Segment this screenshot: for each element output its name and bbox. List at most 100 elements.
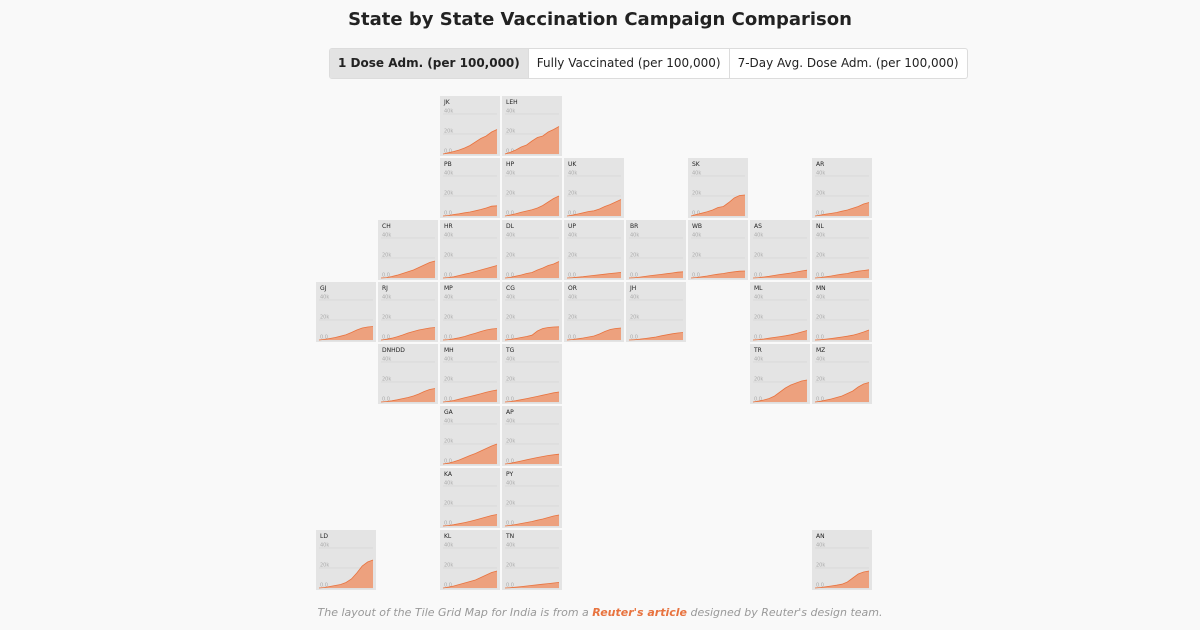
tab-fully-vaccinated[interactable]: Fully Vaccinated (per 100,000) (529, 49, 730, 78)
reuters-article-link[interactable]: Reuter's article (592, 606, 688, 619)
y-tick-label: 0.0 (754, 273, 762, 279)
state-tile-kl[interactable]: 40k 20k 0.0 KL (440, 530, 500, 590)
y-tick-label: 0.0 (816, 211, 824, 217)
tab-one-dose[interactable]: 1 Dose Adm. (per 100,000) (330, 49, 529, 78)
area-series-line (442, 205, 498, 217)
state-tile-or[interactable]: 40k 20k 0.0 OR (564, 282, 624, 342)
state-tile-uk[interactable]: 40k 20k 0.0 UK (564, 158, 624, 218)
state-tile-ga[interactable]: 40k 20k 0.0 GA (440, 406, 500, 466)
area-series-line (504, 391, 560, 403)
tile-chart: 40k 20k 0.0 (442, 295, 498, 341)
tab-seven-day-avg[interactable]: 7-Day Avg. Dose Adm. (per 100,000) (737, 56, 959, 70)
y-tick-label: 20k (444, 439, 453, 445)
state-tile-jk[interactable]: 40k 20k 0.0 JK (440, 96, 500, 156)
state-tile-mp[interactable]: 40k 20k 0.0 MP (440, 282, 500, 342)
y-tick-label: 40k (506, 109, 515, 115)
state-tile-dnhdd[interactable]: 40k 20k 0.0 DNHDD (378, 344, 438, 404)
area-series-line (504, 453, 560, 465)
y-tick-label: 0.0 (754, 335, 762, 341)
state-tile-ap[interactable]: 40k 20k 0.0 AP (502, 406, 562, 466)
state-code-label: JH (630, 285, 637, 292)
y-tick-label: 0.0 (506, 521, 514, 527)
y-tick-label: 40k (444, 419, 453, 425)
area-series-line (752, 269, 808, 279)
tile-chart: 40k 20k 0.0 (504, 171, 560, 217)
y-tick-label: 40k (630, 233, 639, 239)
area-series (505, 582, 559, 588)
y-tick-label: 40k (382, 357, 391, 363)
state-tile-as[interactable]: 40k 20k 0.0 AS (750, 220, 810, 280)
area-series-line (814, 269, 870, 279)
y-tick-label: 40k (816, 543, 825, 549)
state-tile-mh[interactable]: 40k 20k 0.0 MH (440, 344, 500, 404)
footer-text-pre: The layout of the Tile Grid Map for Indi… (317, 606, 593, 619)
state-tile-ld[interactable]: 40k 20k 0.0 LD (316, 530, 376, 590)
state-code-label: MN (816, 285, 826, 292)
state-tile-mn[interactable]: 40k 20k 0.0 MN (812, 282, 872, 342)
state-tile-ch[interactable]: 40k 20k 0.0 CH (378, 220, 438, 280)
state-tile-br[interactable]: 40k 20k 0.0 BR (626, 220, 686, 280)
state-tile-up[interactable]: 40k 20k 0.0 UP (564, 220, 624, 280)
area-series-line (504, 582, 560, 589)
y-tick-label: 20k (506, 563, 515, 569)
state-code-label: GA (444, 409, 453, 416)
area-series (443, 205, 497, 216)
y-tick-label: 20k (320, 563, 329, 569)
state-tile-ka[interactable]: 40k 20k 0.0 KA (440, 468, 500, 528)
state-tile-sk[interactable]: 40k 20k 0.0 SK (688, 158, 748, 218)
state-tile-cg[interactable]: 40k 20k 0.0 CG (502, 282, 562, 342)
state-tile-nl[interactable]: 40k 20k 0.0 NL (812, 220, 872, 280)
area-series-line (628, 271, 684, 279)
y-tick-label: 0.0 (568, 335, 576, 341)
state-tile-wb[interactable]: 40k 20k 0.0 WB (688, 220, 748, 280)
state-tile-ml[interactable]: 40k 20k 0.0 ML (750, 282, 810, 342)
area-series (443, 265, 497, 278)
y-tick-label: 20k (816, 315, 825, 321)
state-code-label: MP (444, 285, 453, 292)
y-tick-label: 20k (444, 563, 453, 569)
y-tick-label: 20k (568, 253, 577, 259)
y-tick-label: 20k (816, 377, 825, 383)
tile-chart: 40k 20k 0.0 (504, 481, 560, 527)
state-tile-mz[interactable]: 40k 20k 0.0 MZ (812, 344, 872, 404)
area-series (815, 571, 869, 588)
state-tile-ar[interactable]: 40k 20k 0.0 AR (812, 158, 872, 218)
y-tick-label: 40k (816, 233, 825, 239)
state-tile-dl[interactable]: 40k 20k 0.0 DL (502, 220, 562, 280)
area-series (815, 330, 869, 340)
area-series-line (504, 326, 560, 341)
state-tile-pb[interactable]: 40k 20k 0.0 PB (440, 158, 500, 218)
area-series (567, 272, 621, 278)
state-tile-jh[interactable]: 40k 20k 0.0 JH (626, 282, 686, 342)
state-tile-tr[interactable]: 40k 20k 0.0 TR (750, 344, 810, 404)
page-title: State by State Vaccination Campaign Comp… (348, 9, 852, 30)
tile-chart: 40k 20k 0.0 (814, 543, 870, 589)
y-tick-label: 20k (444, 191, 453, 197)
y-tick-label: 0.0 (816, 397, 824, 403)
state-tile-rj[interactable]: 40k 20k 0.0 RJ (378, 282, 438, 342)
state-tile-tg[interactable]: 40k 20k 0.0 TG (502, 344, 562, 404)
area-series-line (566, 199, 622, 217)
area-series (381, 327, 435, 340)
y-tick-label: 0.0 (444, 397, 452, 403)
state-tile-leh[interactable]: 40k 20k 0.0 LEH (502, 96, 562, 156)
area-series (629, 271, 683, 278)
tile-chart: 40k 20k 0.0 (566, 295, 622, 341)
y-tick-label: 40k (568, 171, 577, 177)
y-tick-label: 0.0 (816, 335, 824, 341)
y-tick-label: 0.0 (506, 211, 514, 217)
y-tick-label: 40k (506, 295, 515, 301)
state-code-label: CH (382, 223, 391, 230)
state-code-label: RJ (382, 285, 388, 292)
state-tile-py[interactable]: 40k 20k 0.0 PY (502, 468, 562, 528)
area-series-line (504, 514, 560, 527)
tile-chart: 40k 20k 0.0 (566, 233, 622, 279)
y-tick-label: 0.0 (506, 583, 514, 589)
state-code-label: PB (444, 161, 452, 168)
state-tile-tn[interactable]: 40k 20k 0.0 TN (502, 530, 562, 590)
area-series-line (504, 195, 560, 217)
state-tile-hr[interactable]: 40k 20k 0.0 HR (440, 220, 500, 280)
state-tile-an[interactable]: 40k 20k 0.0 AN (812, 530, 872, 590)
state-tile-hp[interactable]: 40k 20k 0.0 HP (502, 158, 562, 218)
state-tile-gj[interactable]: 40k 20k 0.0 GJ (316, 282, 376, 342)
